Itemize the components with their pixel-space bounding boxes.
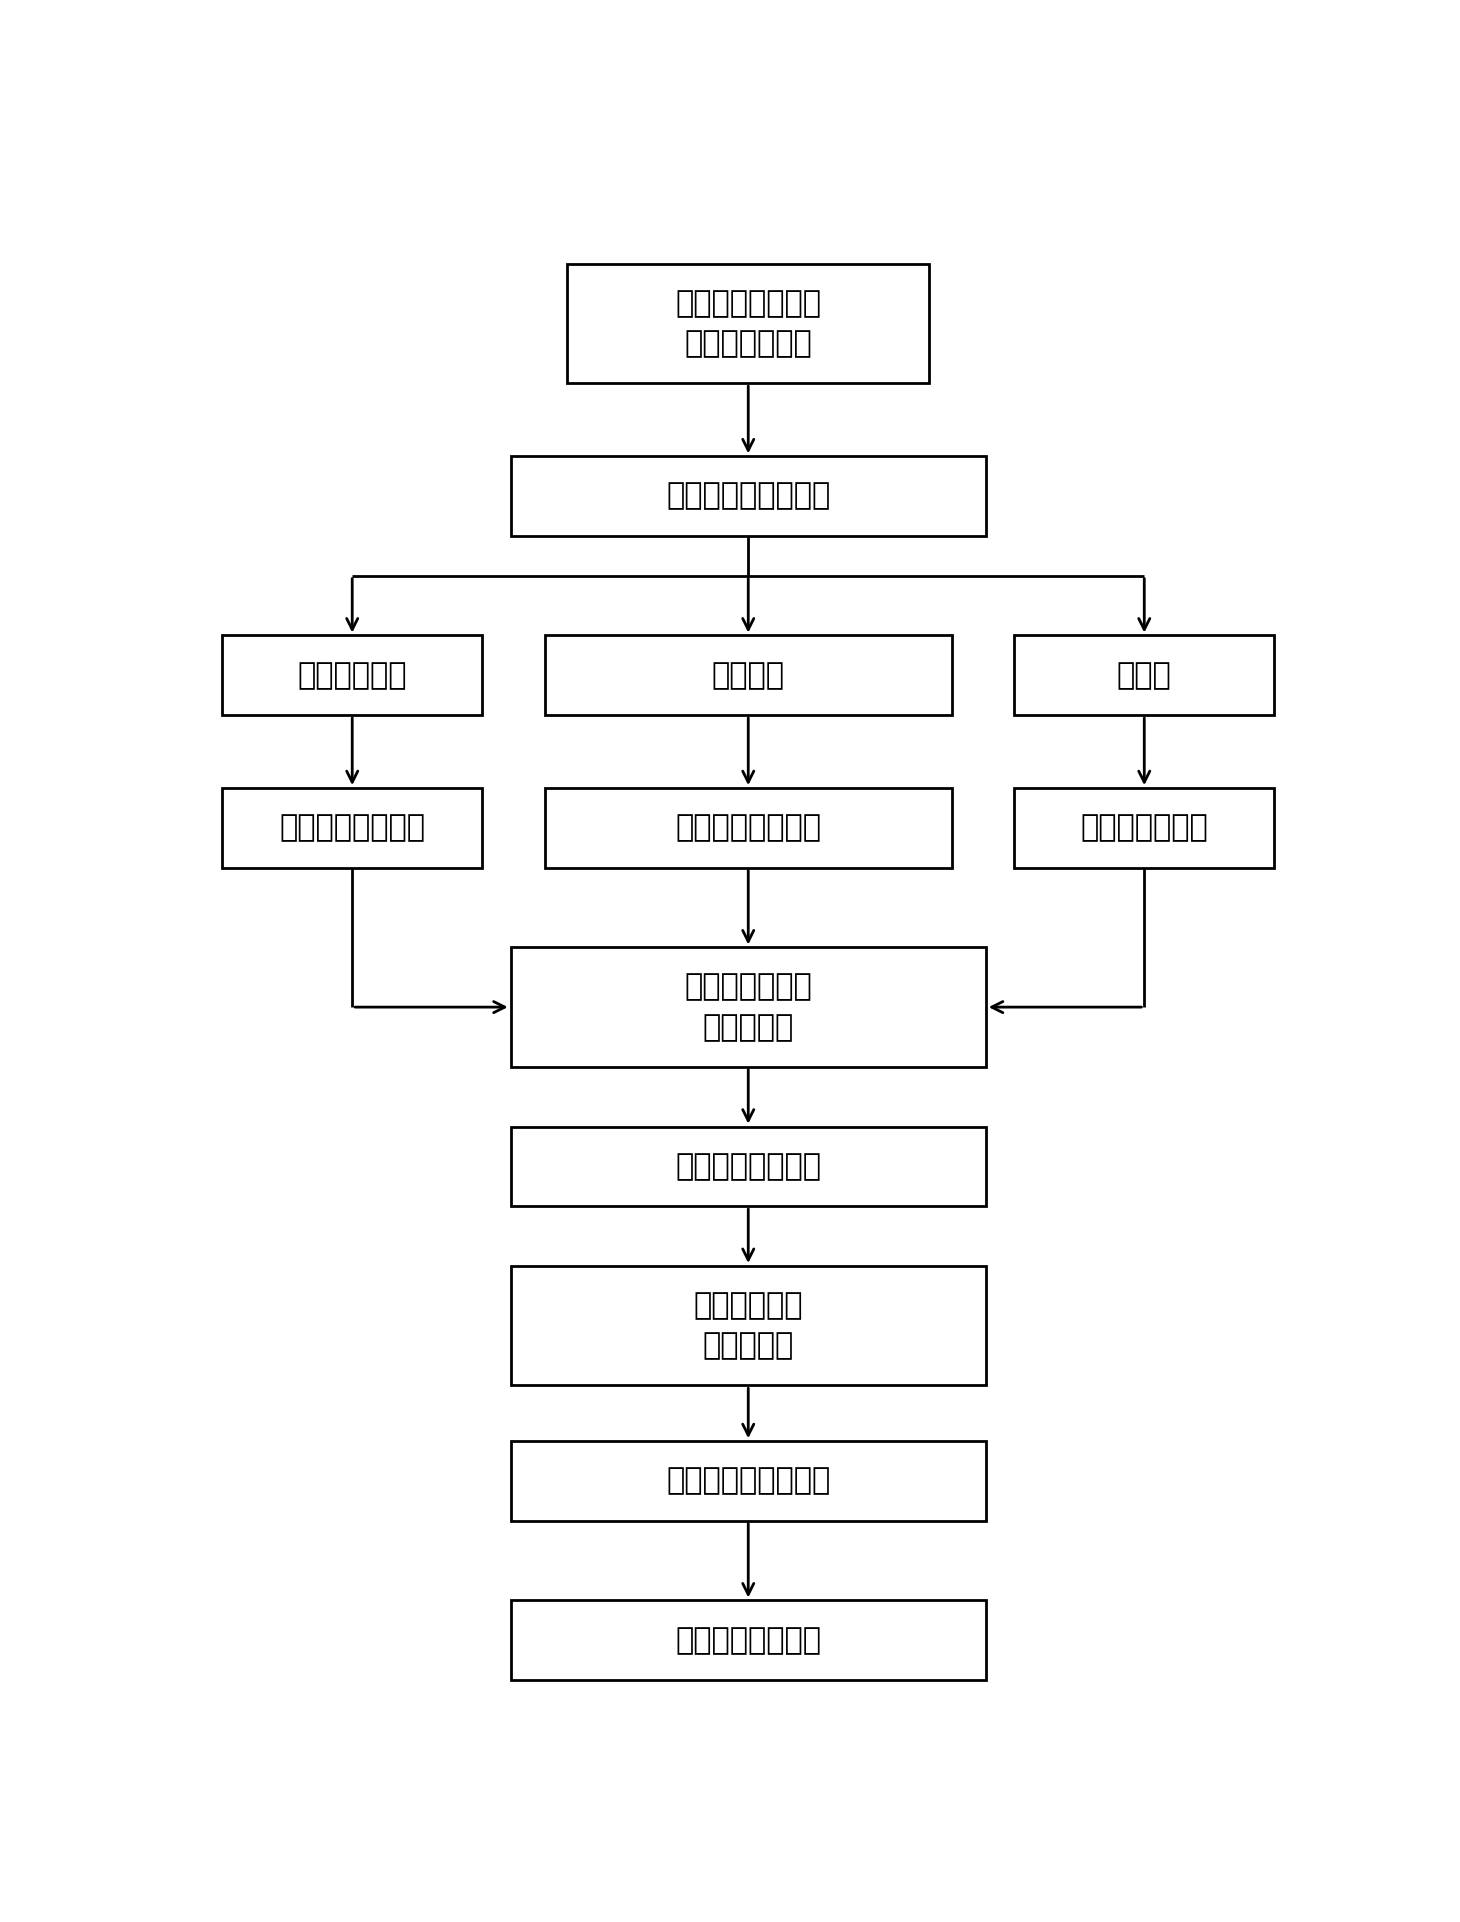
FancyBboxPatch shape: [1015, 636, 1275, 715]
Text: 确定阵列天线结构
和电磁工作参数: 确定阵列天线结构 和电磁工作参数: [675, 288, 821, 357]
FancyBboxPatch shape: [511, 1267, 986, 1386]
FancyBboxPatch shape: [511, 1442, 986, 1520]
Text: 计算口面相位误差: 计算口面相位误差: [675, 1151, 821, 1180]
Text: 计算天线单元的
位置偏移量: 计算天线单元的 位置偏移量: [685, 973, 812, 1042]
Text: 获取阵面热变形: 获取阵面热变形: [1080, 813, 1209, 842]
FancyBboxPatch shape: [511, 1601, 986, 1680]
FancyBboxPatch shape: [222, 636, 482, 715]
FancyBboxPatch shape: [545, 636, 952, 715]
Text: 计算单元散射
方向图函数: 计算单元散射 方向图函数: [694, 1292, 803, 1361]
FancyBboxPatch shape: [222, 788, 482, 867]
Text: 获取随机振动变形: 获取随机振动变形: [279, 813, 425, 842]
FancyBboxPatch shape: [1015, 788, 1275, 867]
FancyBboxPatch shape: [545, 788, 952, 867]
Text: 获取阵面重力变形: 获取阵面重力变形: [675, 813, 821, 842]
Text: 给出天线散射性能: 给出天线散射性能: [675, 1626, 821, 1655]
Text: 重力载荷: 重力载荷: [712, 661, 785, 690]
FancyBboxPatch shape: [511, 456, 986, 536]
Text: 热载荷: 热载荷: [1117, 661, 1172, 690]
Text: 建立结构有限元模型: 建立结构有限元模型: [666, 482, 831, 511]
Text: 散射场机电耦合计算: 散射场机电耦合计算: [666, 1466, 831, 1495]
FancyBboxPatch shape: [511, 948, 986, 1067]
FancyBboxPatch shape: [566, 263, 929, 382]
Text: 随机振动载荷: 随机振动载荷: [298, 661, 407, 690]
FancyBboxPatch shape: [511, 1126, 986, 1207]
